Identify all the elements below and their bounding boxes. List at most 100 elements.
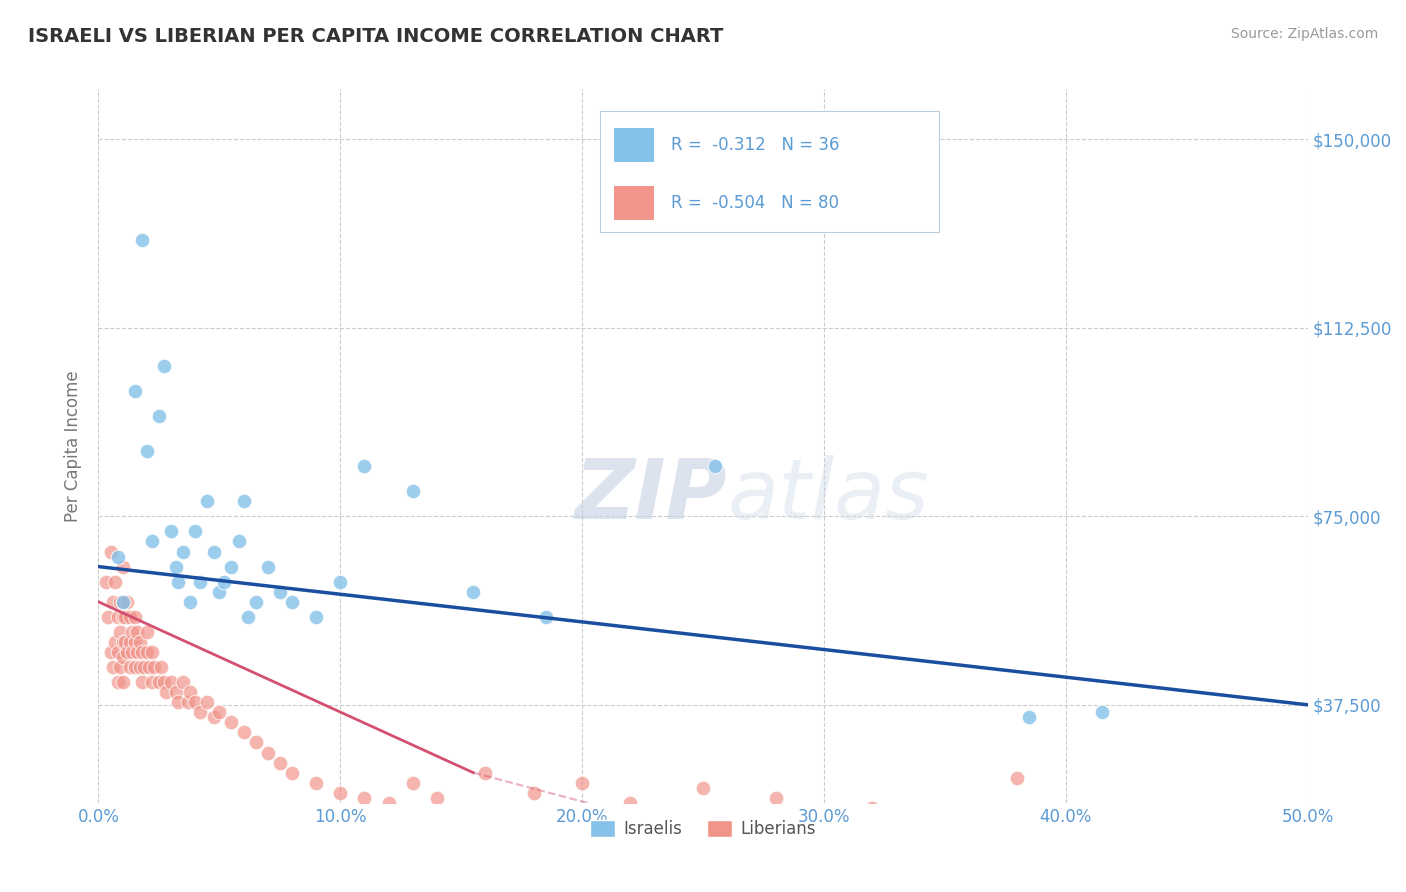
Point <box>111 610 134 624</box>
Point <box>208 584 231 599</box>
Point <box>534 610 557 624</box>
Text: Source: ZipAtlas.com: Source: ZipAtlas.com <box>1230 27 1378 41</box>
Point <box>135 624 157 639</box>
Point <box>765 790 787 805</box>
Point <box>305 775 328 789</box>
Point <box>177 695 200 709</box>
Point <box>474 765 496 780</box>
Point <box>195 494 218 508</box>
Point <box>402 484 425 499</box>
Point <box>212 574 235 589</box>
Point <box>100 645 122 659</box>
Point <box>150 660 173 674</box>
Point <box>221 559 243 574</box>
Point <box>118 660 141 674</box>
Point <box>523 786 546 800</box>
Point <box>108 595 131 609</box>
Point <box>121 624 143 639</box>
Point <box>1018 710 1040 724</box>
Point <box>94 574 117 589</box>
Point <box>245 595 267 609</box>
Point <box>134 660 156 674</box>
Text: atlas: atlas <box>727 456 929 536</box>
Point <box>353 459 375 474</box>
Point <box>108 660 131 674</box>
Point <box>114 610 136 624</box>
Point <box>204 710 226 724</box>
Point <box>329 574 352 589</box>
Point <box>232 725 254 739</box>
Point <box>111 635 134 649</box>
Point <box>111 650 134 665</box>
Point <box>118 610 141 624</box>
Legend: Israelis, Liberians: Israelis, Liberians <box>583 813 823 845</box>
Point <box>114 635 136 649</box>
Point <box>571 775 593 789</box>
Point <box>195 695 218 709</box>
Point <box>152 359 174 373</box>
Point <box>165 559 187 574</box>
Point <box>281 765 304 780</box>
Point <box>128 635 150 649</box>
Point <box>124 635 146 649</box>
Point <box>118 635 141 649</box>
Point <box>124 384 146 398</box>
Point <box>305 610 328 624</box>
Point <box>269 584 291 599</box>
Point <box>148 675 170 690</box>
Point <box>221 715 243 730</box>
Point <box>1007 771 1029 785</box>
Point <box>131 645 153 659</box>
Point <box>107 549 129 564</box>
Point <box>111 675 134 690</box>
Point <box>228 534 250 549</box>
Point <box>329 786 352 800</box>
Point <box>104 635 127 649</box>
Point <box>155 685 177 699</box>
Point <box>165 685 187 699</box>
Point <box>172 675 194 690</box>
Point <box>121 645 143 659</box>
Point <box>107 610 129 624</box>
Text: ZIP: ZIP <box>575 456 727 536</box>
Point <box>353 790 375 805</box>
Point <box>127 624 149 639</box>
Point <box>97 610 120 624</box>
Point <box>188 574 211 589</box>
Point <box>124 660 146 674</box>
Point <box>179 685 201 699</box>
Point <box>463 584 485 599</box>
Point <box>107 675 129 690</box>
Y-axis label: Per Capita Income: Per Capita Income <box>65 370 83 522</box>
Point <box>1091 706 1114 720</box>
Point <box>127 645 149 659</box>
Point <box>131 675 153 690</box>
Point <box>208 706 231 720</box>
Point <box>101 595 124 609</box>
Point <box>160 524 183 539</box>
Point <box>619 796 641 810</box>
Point <box>143 660 166 674</box>
Point <box>152 675 174 690</box>
Point <box>184 695 207 709</box>
Point <box>108 624 131 639</box>
Point <box>256 746 278 760</box>
Point <box>256 559 278 574</box>
Point <box>167 574 190 589</box>
Point <box>141 645 163 659</box>
Point <box>160 675 183 690</box>
Point <box>704 459 727 474</box>
Point <box>402 775 425 789</box>
Point <box>138 660 160 674</box>
Point <box>107 645 129 659</box>
Point <box>167 695 190 709</box>
Point <box>148 409 170 423</box>
Point <box>377 796 399 810</box>
Point <box>281 595 304 609</box>
Point <box>124 610 146 624</box>
Point <box>172 544 194 558</box>
Point <box>104 574 127 589</box>
Point <box>692 780 714 795</box>
Text: ISRAELI VS LIBERIAN PER CAPITA INCOME CORRELATION CHART: ISRAELI VS LIBERIAN PER CAPITA INCOME CO… <box>28 27 724 45</box>
Point <box>117 595 139 609</box>
